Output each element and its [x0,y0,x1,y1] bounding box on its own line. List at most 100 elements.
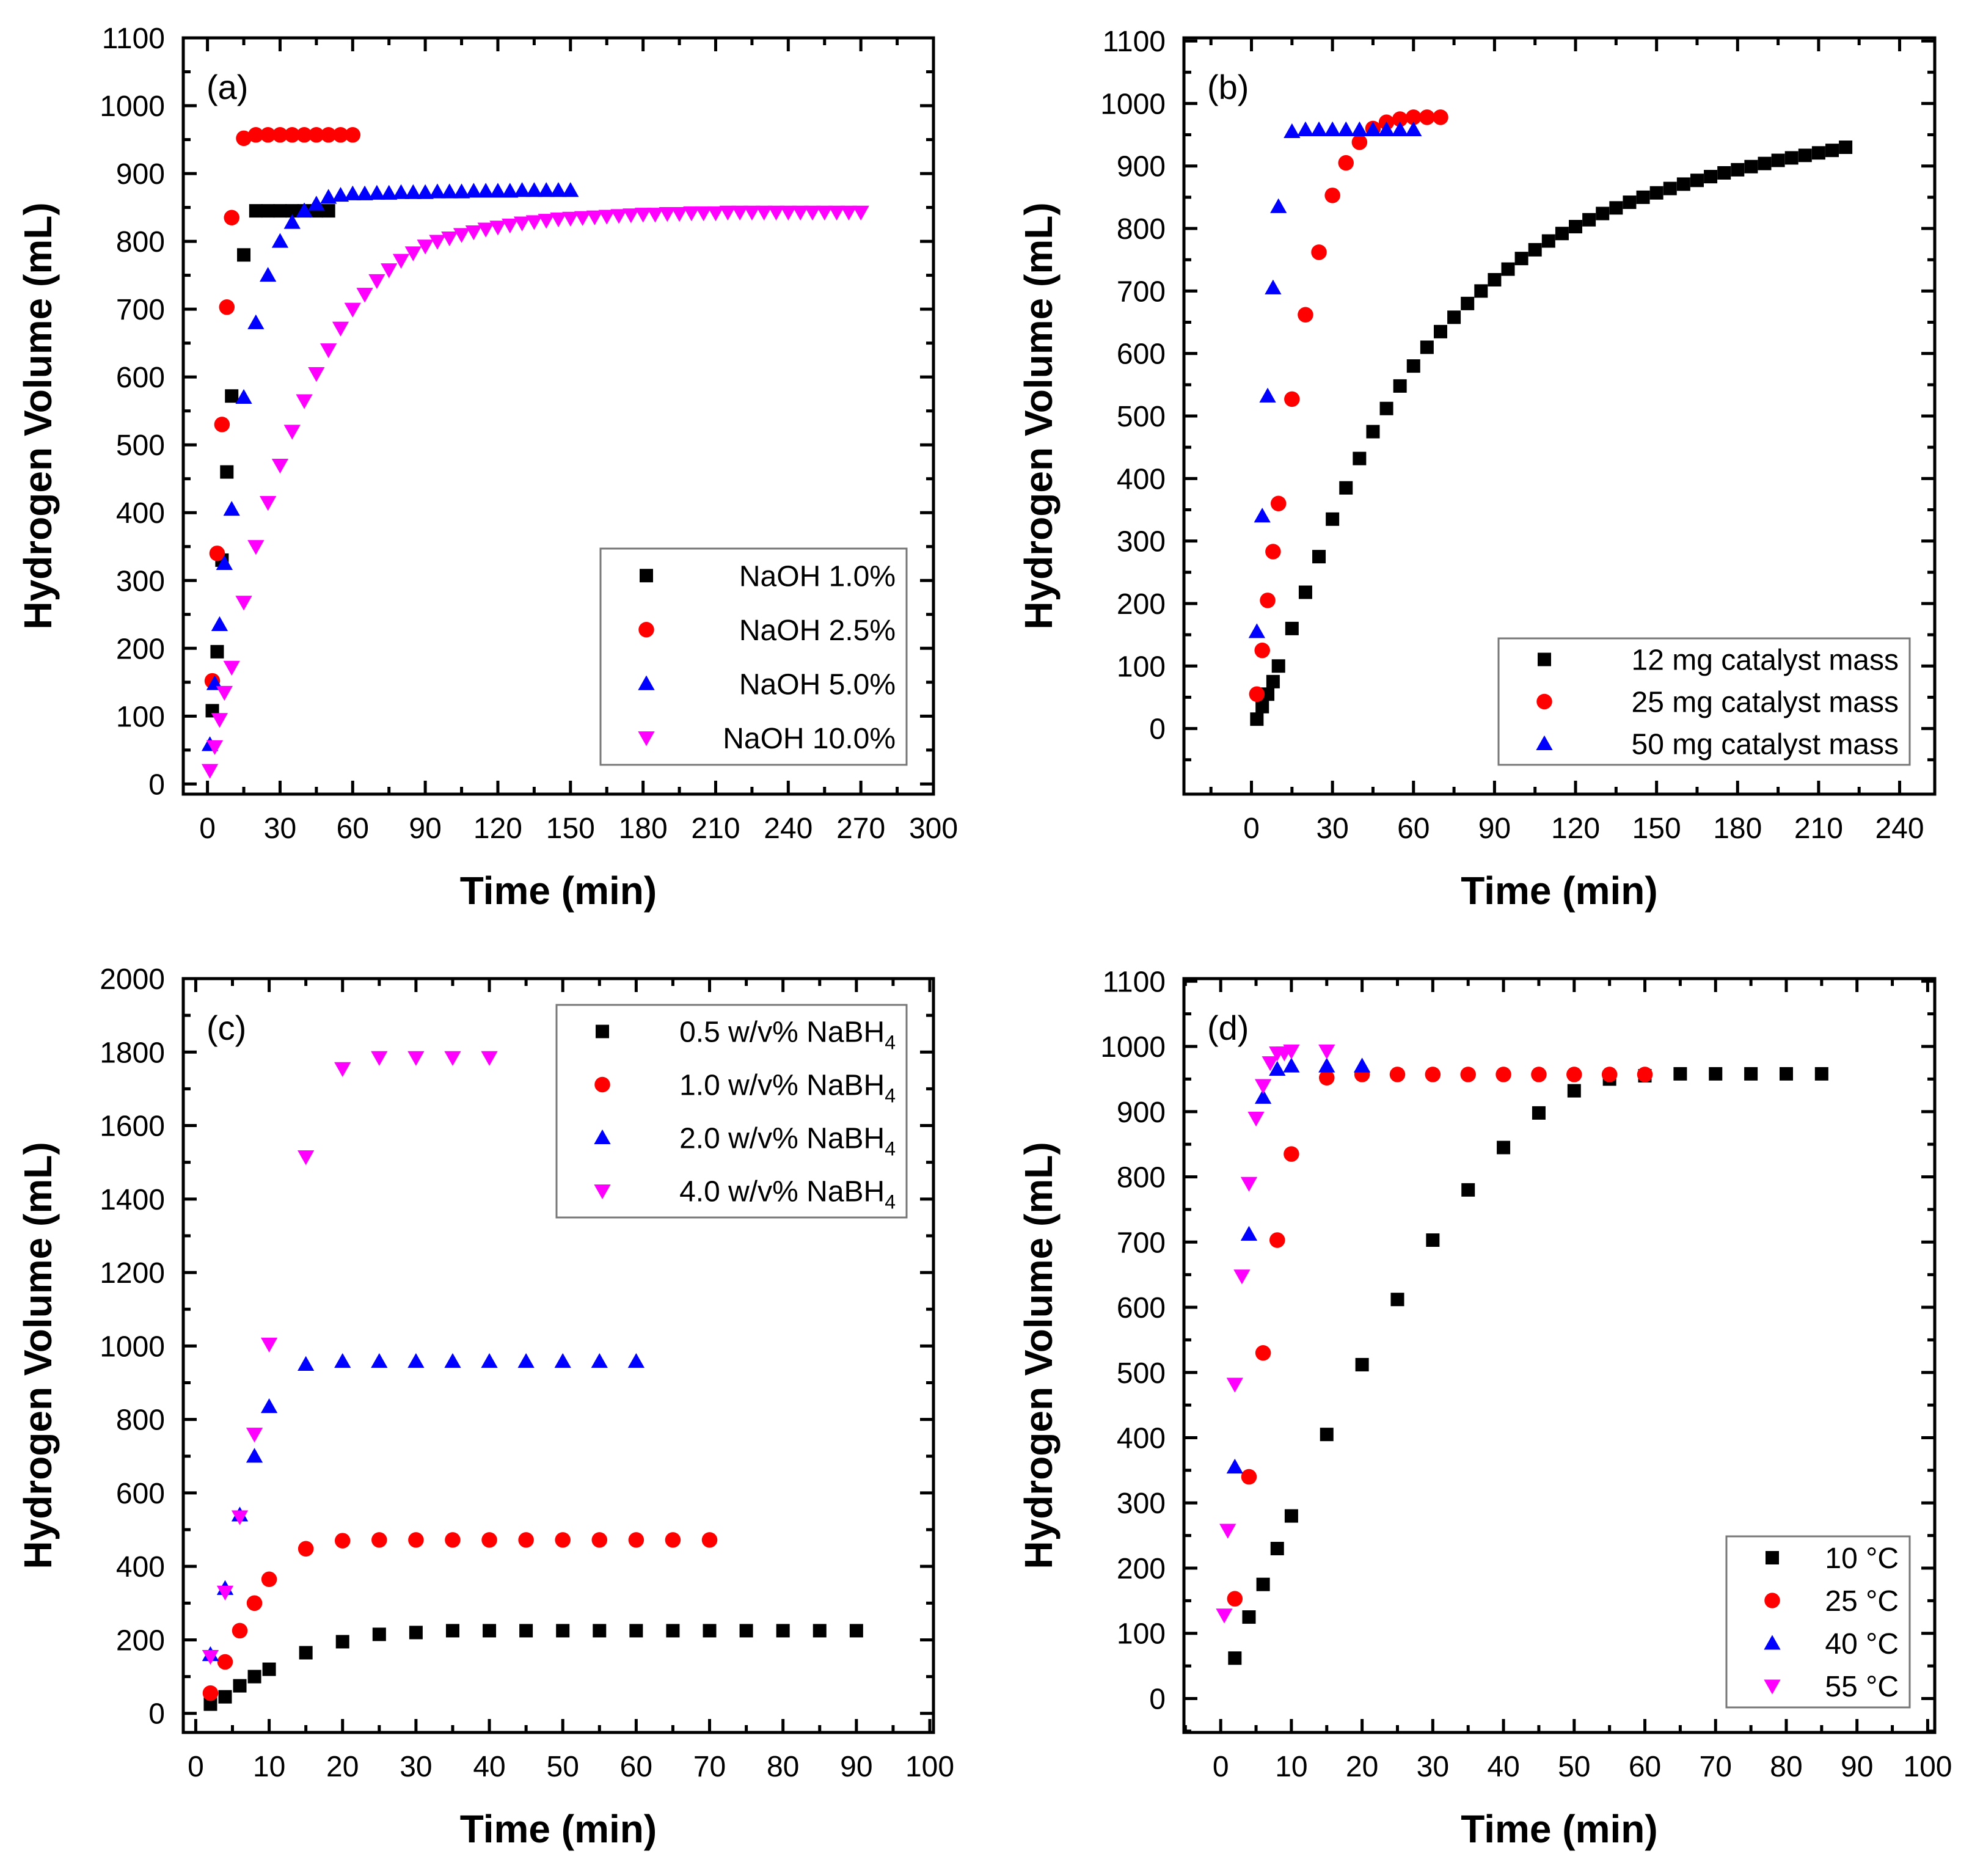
y-tick-label: 700 [116,294,165,326]
data-point [296,394,313,409]
data-point [233,1679,247,1693]
data-point [1284,1509,1298,1523]
x-tick-label: 0 [1213,1751,1229,1783]
data-point [246,1448,263,1463]
chart-panel-d: 0 10 20 30 40 50 60 70 80 90 100010020030040050060… [1017,966,1952,1851]
data-point [260,1337,278,1352]
data-point [219,299,235,315]
data-point [1260,593,1276,608]
data-point [308,367,325,382]
data-point [502,183,519,198]
x-tick-label: 80 [767,1751,799,1783]
data-point [665,1532,681,1548]
data-point [1284,123,1301,139]
data-point [1637,1067,1653,1082]
data-point [1269,1060,1286,1076]
y-tick-label: 800 [116,1404,165,1437]
data-point [1283,1057,1300,1073]
data-point [235,389,252,404]
data-point [517,1352,535,1368]
data-point [1825,144,1839,158]
data-point [246,1595,263,1611]
legend-box [555,1004,908,1219]
data-point [1259,387,1276,403]
data-point [1569,219,1583,233]
data-point [441,183,458,199]
y-tick-label: 200 [1117,588,1166,621]
data-point [1393,379,1407,393]
data-point [1531,1067,1547,1082]
legend-marker [594,1076,610,1093]
data-point [453,228,470,243]
y-tick-label: 700 [1117,1227,1166,1259]
data-point [556,1624,570,1638]
data-point [1241,1469,1257,1485]
data-point [1378,121,1395,136]
data-point [1283,1044,1300,1060]
data-point [368,184,385,200]
data-point [1704,170,1718,184]
series-1 [1227,1067,1653,1607]
x-tick-label: 300 [909,812,958,845]
legend-marker [1538,652,1551,666]
data-point [828,205,845,221]
data-point [1366,425,1380,439]
data-point [231,1510,249,1525]
y-tick-label: 400 [1117,1423,1166,1455]
data-point [356,288,373,303]
y-tick-label: 600 [1117,1292,1166,1324]
data-point [481,1532,497,1548]
data-point [223,501,240,516]
data-point [1771,153,1785,167]
data-point [417,239,434,255]
data-point [220,465,234,479]
data-point [1390,1293,1404,1307]
data-point [1420,340,1434,354]
data-point [429,183,446,199]
data-point [209,546,225,561]
data-point [1447,310,1461,324]
data-point [1784,151,1799,165]
data-point [1495,1067,1511,1082]
data-point [489,221,506,236]
y-tick-label: 1000 [100,90,165,123]
data-point [223,660,240,676]
data-point [271,458,289,474]
chart-panel-a: 0 30 60 90 120 150 180 210 240 270 300 0 100 200 300 40… [16,23,958,913]
data-point [260,1398,278,1414]
data-point [1228,1651,1242,1665]
data-point [1405,121,1422,136]
data-point [701,1532,718,1548]
data-point [371,1051,388,1066]
data-point [1285,621,1299,635]
data-point [232,1622,248,1639]
panel-label: (c) [206,1009,246,1047]
data-point [203,1697,217,1711]
data-point [1426,1233,1440,1247]
data-point [703,1624,717,1638]
data-point [1284,1146,1299,1162]
data-point [550,182,567,197]
y-tick-label: 1600 [100,1111,165,1143]
data-point [1270,495,1287,511]
data-point [248,127,264,143]
data-point [477,222,494,238]
data-point [1254,642,1270,659]
data-point [1254,1079,1272,1094]
data-point [518,1532,534,1548]
y-axis-title: Hydrogen Volume (mL) [16,202,60,629]
data-point [261,1571,277,1587]
data-point [1248,623,1266,638]
data-point [1676,177,1690,191]
y-tick-label: 400 [116,1551,165,1583]
y-tick-label: 800 [1117,1162,1166,1194]
x-tick-label: 180 [1713,812,1762,845]
data-point [756,205,773,221]
x-axis-title: Time (min) [1461,1807,1657,1851]
data-point [246,1428,263,1443]
data-point [260,127,276,143]
x-tick-label: 60 [337,812,369,845]
legend-marker [1764,1635,1781,1650]
x-tick-label: 240 [1875,812,1924,845]
